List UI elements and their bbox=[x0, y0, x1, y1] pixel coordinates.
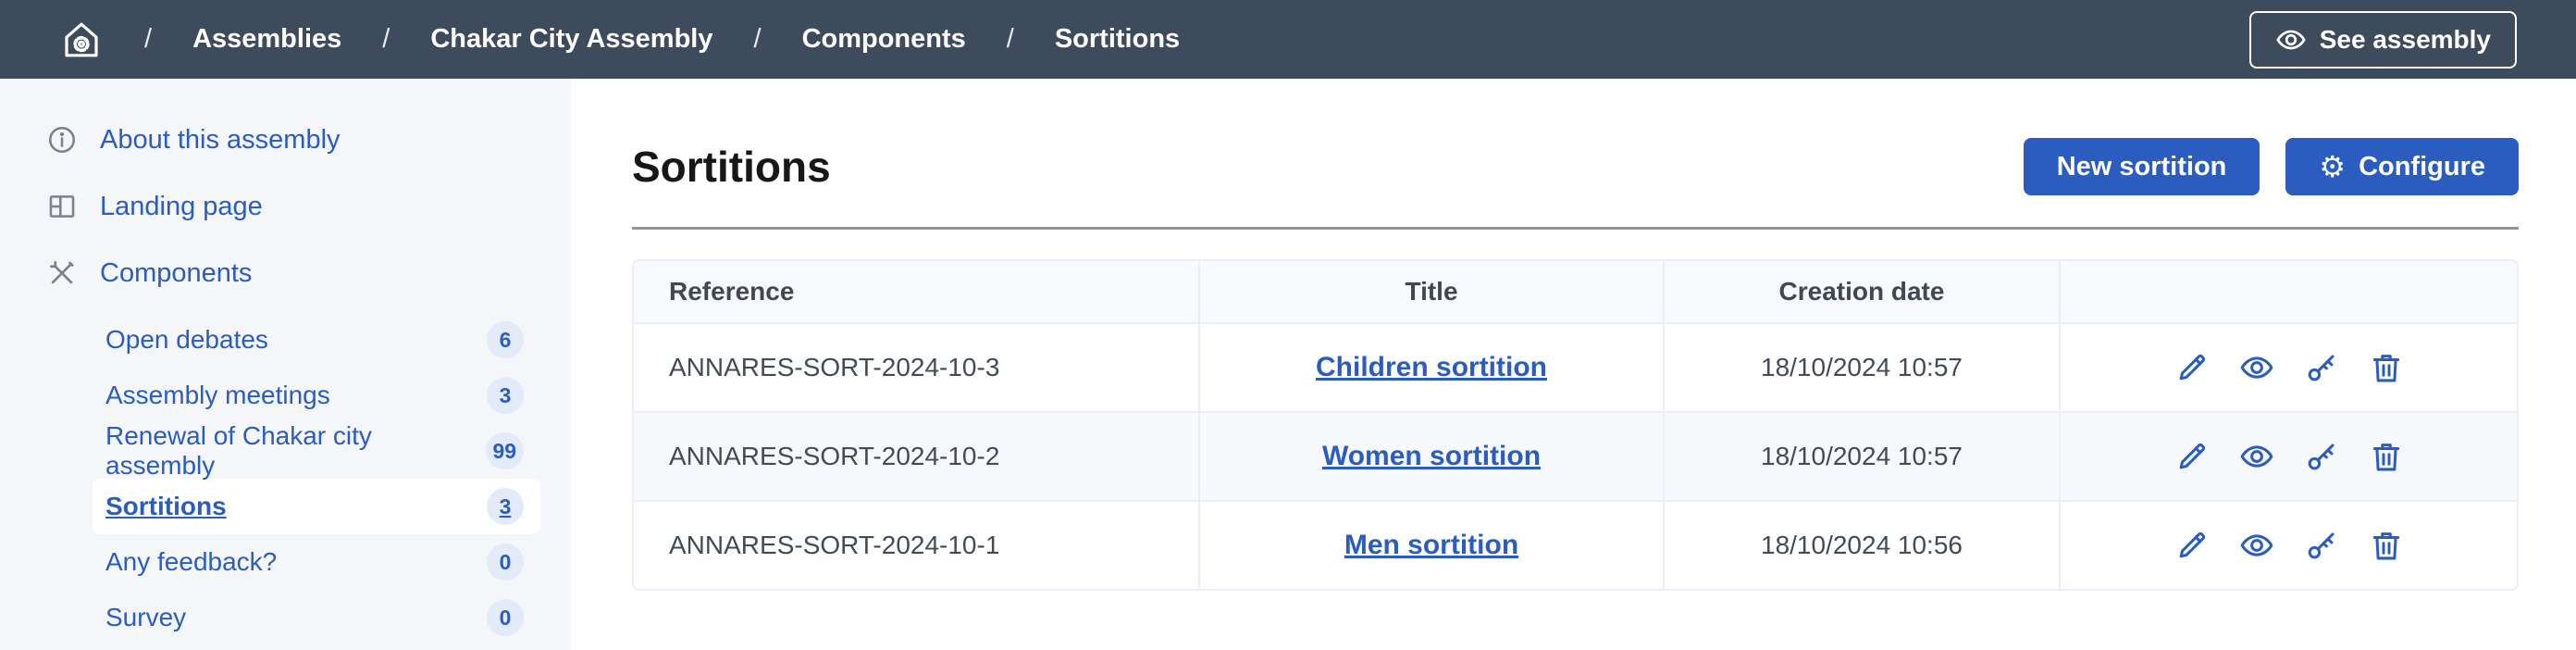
permissions-button[interactable] bbox=[2304, 528, 2339, 563]
breadcrumb-separator: / bbox=[1006, 24, 1014, 54]
header-actions bbox=[2059, 261, 2517, 322]
main-content: Sortitions New sortition ⚙ Configure Ref… bbox=[571, 79, 2576, 650]
layout-icon bbox=[46, 191, 78, 222]
table-row: ANNARES-SORT-2024-10-2 Women sortition 1… bbox=[634, 411, 2517, 500]
sidebar-item-landing-page[interactable]: Landing page bbox=[0, 173, 571, 240]
home-icon bbox=[59, 18, 104, 62]
sidebar-item-label: About this assembly bbox=[100, 124, 341, 155]
gear-icon: ⚙ bbox=[2319, 150, 2347, 183]
table-row: ANNARES-SORT-2024-10-1 Men sortition 18/… bbox=[634, 500, 2517, 589]
header-creation-date: Creation date bbox=[1663, 261, 2059, 322]
sidebar-item-label: Sortitions bbox=[105, 492, 227, 520]
sidebar-item-about-assembly[interactable]: About this assembly bbox=[0, 106, 571, 173]
eye-icon bbox=[2240, 534, 2273, 556]
breadcrumb-separator: / bbox=[382, 24, 390, 54]
sortition-title-link[interactable]: Men sortition bbox=[1344, 530, 1519, 560]
sortition-title-link[interactable]: Children sortition bbox=[1316, 352, 1547, 382]
sidebar-item-label: Landing page bbox=[100, 191, 263, 221]
key-icon bbox=[2308, 355, 2334, 381]
count-badge: 6 bbox=[487, 321, 524, 358]
count-badge: 0 bbox=[487, 599, 524, 636]
creation-date-cell: 18/10/2024 10:56 bbox=[1761, 531, 1963, 559]
sidebar-item-label: Renewal of Chakar city assembly bbox=[105, 421, 372, 480]
breadcrumb-assemblies[interactable]: Assemblies bbox=[192, 24, 342, 54]
configure-button[interactable]: ⚙ Configure bbox=[2285, 138, 2519, 195]
configure-label: Configure bbox=[2359, 151, 2485, 181]
count-badge: 3 bbox=[487, 377, 524, 414]
sidebar-item-any-feedback[interactable]: Any feedback? 0 bbox=[93, 534, 540, 590]
sidebar-item-label: Components bbox=[100, 257, 253, 288]
new-sortition-button[interactable]: New sortition bbox=[2023, 138, 2260, 195]
sidebar-item-survey[interactable]: Survey 0 bbox=[93, 590, 540, 645]
pencil-icon bbox=[2179, 443, 2205, 469]
page-title: Sortitions bbox=[632, 143, 831, 191]
breadcrumb-separator: / bbox=[144, 24, 153, 54]
breadcrumb-sortitions[interactable]: Sortitions bbox=[1054, 24, 1181, 54]
delete-button[interactable] bbox=[2369, 439, 2404, 474]
sortition-title-link[interactable]: Women sortition bbox=[1321, 441, 1542, 471]
breadcrumb-separator: / bbox=[753, 24, 762, 54]
sidebar-item-label: Any feedback? bbox=[105, 547, 278, 576]
count-badge: 99 bbox=[485, 432, 524, 469]
creation-date-cell: 18/10/2024 10:57 bbox=[1761, 442, 1963, 470]
new-sortition-label: New sortition bbox=[2056, 151, 2227, 181]
edit-button[interactable] bbox=[2174, 350, 2210, 385]
sidebar-item-components[interactable]: Components bbox=[0, 240, 571, 306]
home-link[interactable] bbox=[59, 18, 104, 62]
edit-button[interactable] bbox=[2174, 439, 2210, 474]
preview-button[interactable] bbox=[2239, 439, 2274, 474]
count-badge: 3 bbox=[487, 488, 524, 525]
see-assembly-label: See assembly bbox=[2319, 24, 2491, 54]
eye-icon bbox=[2240, 356, 2273, 379]
preview-button[interactable] bbox=[2239, 528, 2274, 563]
key-icon bbox=[2308, 444, 2334, 470]
reference-cell: ANNARES-SORT-2024-10-3 bbox=[669, 353, 1000, 381]
trash-icon bbox=[2372, 532, 2399, 560]
table-row: ANNARES-SORT-2024-10-3 Children sortitio… bbox=[634, 322, 2517, 411]
breadcrumb: / Assemblies / Chakar City Assembly / Co… bbox=[59, 18, 1180, 62]
sidebar-item-label: Assembly meetings bbox=[105, 381, 330, 409]
see-assembly-button[interactable]: See assembly bbox=[2248, 10, 2517, 69]
pencil-icon bbox=[2179, 354, 2205, 381]
trash-icon bbox=[2372, 355, 2399, 382]
header-title: Title bbox=[1198, 261, 1663, 322]
preview-button[interactable] bbox=[2239, 350, 2274, 385]
delete-button[interactable] bbox=[2369, 350, 2404, 385]
breadcrumb-chakar-city-assembly[interactable]: Chakar City Assembly bbox=[430, 24, 713, 54]
sidebar-item-label: Open debates bbox=[105, 325, 268, 354]
sortitions-table: Reference Title Creation date ANNARES-SO… bbox=[632, 259, 2519, 591]
tools-icon bbox=[46, 257, 78, 289]
breadcrumb-components[interactable]: Components bbox=[801, 24, 966, 54]
pencil-icon bbox=[2179, 531, 2205, 558]
sidebar-item-label: Survey bbox=[105, 603, 187, 631]
topbar: / Assemblies / Chakar City Assembly / Co… bbox=[0, 0, 2576, 79]
delete-button[interactable] bbox=[2369, 528, 2404, 563]
count-badge: 0 bbox=[487, 544, 524, 581]
key-icon bbox=[2308, 532, 2334, 559]
sidebar-item-sortitions[interactable]: Sortitions 3 bbox=[93, 479, 540, 534]
edit-button[interactable] bbox=[2174, 528, 2210, 563]
trash-icon bbox=[2372, 444, 2399, 471]
table-header-row: Reference Title Creation date bbox=[634, 261, 2517, 322]
permissions-button[interactable] bbox=[2304, 350, 2339, 385]
components-sub-list: Open debates 6 Assembly meetings 3 Renew… bbox=[0, 312, 571, 645]
eye-icon bbox=[2275, 24, 2307, 56]
reference-cell: ANNARES-SORT-2024-10-2 bbox=[669, 442, 1000, 470]
sidebar: About this assembly Landing page bbox=[0, 79, 571, 650]
reference-cell: ANNARES-SORT-2024-10-1 bbox=[669, 531, 1000, 559]
sidebar-item-assembly-meetings[interactable]: Assembly meetings 3 bbox=[93, 368, 540, 423]
permissions-button[interactable] bbox=[2304, 439, 2339, 474]
creation-date-cell: 18/10/2024 10:57 bbox=[1761, 353, 1963, 381]
sidebar-item-open-debates[interactable]: Open debates 6 bbox=[93, 312, 540, 368]
info-icon bbox=[46, 124, 78, 156]
eye-icon bbox=[2240, 445, 2273, 468]
header-reference: Reference bbox=[669, 277, 795, 306]
sidebar-item-renewal-assembly[interactable]: Renewal of Chakar city assembly 99 bbox=[93, 421, 540, 480]
